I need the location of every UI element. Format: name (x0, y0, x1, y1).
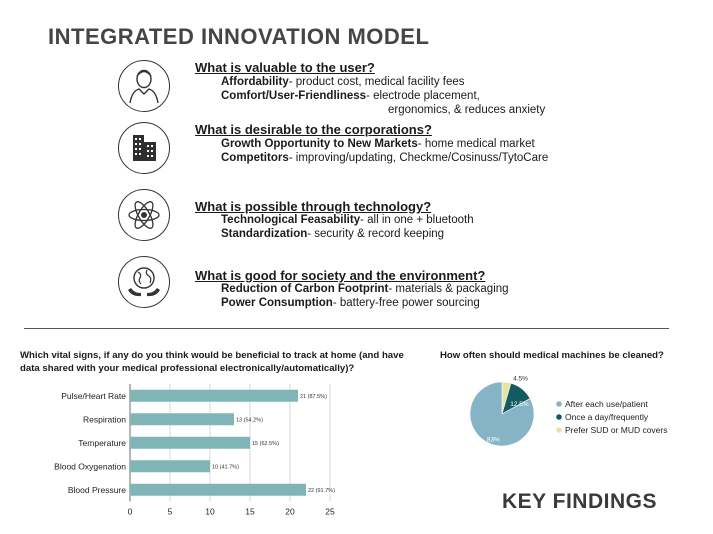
legend-label: Once a day/frequently (565, 412, 649, 422)
item-term: Affordability (221, 76, 289, 88)
category-label: Respiration (83, 414, 126, 424)
item-text: - materials & packaging (388, 283, 509, 295)
legend-label: Prefer SUD or MUD covers (565, 425, 668, 435)
section-question: What is possible through technology? (195, 199, 432, 214)
item-text: - improving/updating, Checkme/Cosinuss/T… (288, 152, 549, 164)
pie-data-label: 4.5% (513, 375, 528, 382)
pie-data-label: 12.5% (510, 401, 529, 408)
section-item: Reduction of Carbon Footprint- materials… (221, 283, 509, 295)
legend-swatch (556, 427, 562, 433)
section-item: Standardization- security & record keepi… (221, 228, 444, 240)
item-term: Comfort/User-Friendliness (221, 90, 367, 102)
x-tick-label: 10 (205, 507, 215, 517)
item-continuation: ergonomics, & reduces anxiety (388, 104, 546, 116)
buildings-icon (118, 122, 170, 174)
bar (130, 483, 306, 496)
section-corporations: What is desirable to the corporations? G… (118, 122, 678, 182)
globe-hands-icon (118, 256, 170, 308)
item-text: - battery-free power sourcing (332, 297, 480, 309)
bar (130, 389, 298, 402)
section-divider (24, 328, 669, 329)
legend-label: After each use/patient (565, 399, 648, 409)
section-item: Affordability- product cost, medical fac… (221, 76, 465, 88)
bar-chart: 0 5 10 15 20 25 Pulse/Heart Rate 21 (87.5%) Resp… (54, 384, 335, 517)
data-label: 15 (62.5%) (252, 441, 279, 447)
data-label: 13 (54.2%) (236, 417, 263, 423)
item-text: - all in one + bluetooth (360, 214, 474, 226)
item-term: Growth Opportunity to New Markets (221, 138, 418, 150)
x-tick-label: 15 (245, 507, 255, 517)
x-tick-label: 20 (285, 507, 295, 517)
bar (130, 413, 234, 426)
item-text: - product cost, medical facility fees (288, 76, 465, 88)
page-title: INTEGRATED INNOVATION MODEL (48, 24, 430, 49)
section-item: Competitors- improving/updating, Checkme… (221, 152, 548, 164)
category-label: Pulse/Heart Rate (61, 391, 126, 401)
category-label: Blood Oxygenation (54, 461, 126, 471)
bar-chart-title: Which vital signs, if any do you think w… (20, 350, 404, 374)
section-technology: What is possible through technology? Tec… (118, 189, 678, 249)
section-item: Power Consumption- battery-free power so… (221, 297, 480, 309)
legend-swatch (556, 414, 562, 420)
item-term: Power Consumption (221, 297, 333, 309)
pie-chart-title: How often should medical machines be cle… (440, 350, 664, 361)
user-icon (118, 60, 170, 112)
item-text: - home medical market (417, 138, 535, 150)
item-text: - electrode placement, (366, 90, 480, 102)
bar (130, 436, 250, 449)
data-label: 22 (91.7%) (308, 488, 335, 494)
data-label: 21 (87.5%) (300, 394, 327, 400)
item-text: - security & record keeping (307, 228, 445, 240)
item-term: Competitors (221, 152, 289, 164)
section-user: What is valuable to the user? Affordabil… (118, 60, 678, 120)
item-term: Standardization (221, 228, 308, 240)
pie-data-label: 83% (487, 436, 500, 443)
item-term: Reduction of Carbon Footprint (221, 283, 389, 295)
section-item: Technological Feasability- all in one + … (221, 214, 474, 226)
section-question: What is valuable to the user? (195, 60, 375, 75)
section-question: What is desirable to the corporations? (195, 122, 432, 137)
pie-chart: 83% 12.5% 4.5% After each use/patient Once a… (469, 375, 668, 447)
section-society: What is good for society and the environ… (118, 256, 678, 316)
section-item: Comfort/User-Friendliness- electrode pla… (221, 90, 480, 102)
category-label: Temperature (78, 438, 126, 448)
x-tick-label: 5 (168, 507, 173, 517)
section-item: Growth Opportunity to New Markets- home … (221, 138, 535, 150)
x-tick-label: 0 (128, 507, 133, 517)
data-label: 10 (41.7%) (212, 464, 239, 470)
item-term: Technological Feasability (221, 214, 361, 226)
key-findings-label: KEY FINDINGS (502, 490, 657, 513)
x-tick-label: 25 (325, 507, 335, 517)
bar (130, 460, 210, 473)
category-label: Blood Pressure (68, 485, 126, 495)
pie-slice (469, 381, 535, 447)
legend-swatch (556, 401, 562, 407)
section-question: What is good for society and the environ… (195, 268, 486, 283)
atom-icon (118, 189, 170, 241)
